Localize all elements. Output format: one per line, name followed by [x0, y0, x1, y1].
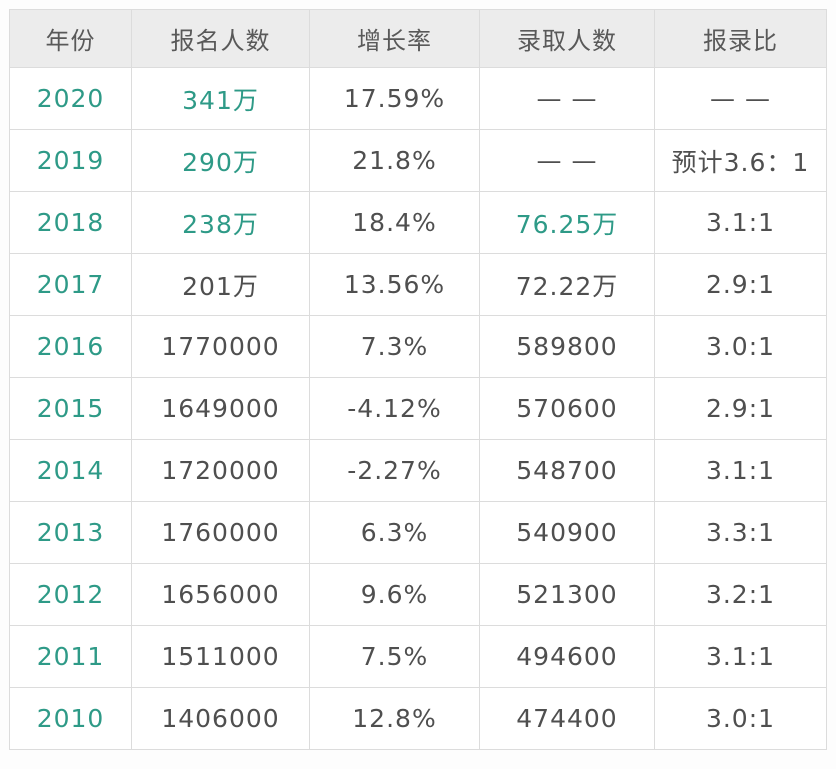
year-cell: 2016: [9, 315, 132, 378]
table-row-2018: 2018 238万 18.4% 76.25万 3.1:1: [9, 191, 827, 254]
table-cell: 2.9:1: [654, 377, 827, 440]
table-cell: 589800: [479, 315, 655, 378]
column-header-4: 报录比: [654, 9, 827, 68]
table-cell: 1720000: [131, 439, 310, 502]
table-cell: 1656000: [131, 563, 310, 626]
table-cell: 72.22万: [479, 253, 655, 316]
column-header-2: 增长率: [309, 9, 480, 68]
table-cell: 1511000: [131, 625, 310, 688]
year-cell: 2018: [9, 191, 132, 254]
table-row-2014: 2014 1720000 -2.27% 548700 3.1:1: [9, 439, 827, 502]
table-cell: 3.1:1: [654, 191, 827, 254]
table-row-2013: 2013 1760000 6.3% 540900 3.3:1: [9, 501, 827, 564]
table-cell: 7.3%: [309, 315, 480, 378]
table-row-2020: 2020 341万 17.59% — — — —: [9, 67, 827, 130]
table-cell: 1760000: [131, 501, 310, 564]
table-cell: 474400: [479, 687, 655, 750]
exam-statistics-table: 年份 报名人数 增长率 录取人数 报录比 2020 341万 17.59% — — — —201…: [9, 9, 827, 750]
table-cell: 3.1:1: [654, 625, 827, 688]
table-cell: 12.8%: [309, 687, 480, 750]
year-cell: 2011: [9, 625, 132, 688]
year-cell: 2015: [9, 377, 132, 440]
table-body: 2020 341万 17.59% — — — —2019 290万 21.8% — — 预计3.…: [9, 67, 827, 750]
table-header: 年份 报名人数 增长率 录取人数 报录比: [9, 9, 827, 68]
table-cell: 7.5%: [309, 625, 480, 688]
table-cell: 570600: [479, 377, 655, 440]
table-cell: 540900: [479, 501, 655, 564]
table-cell: 预计3.6：1: [654, 129, 827, 192]
table-cell: 6.3%: [309, 501, 480, 564]
table-cell: -2.27%: [309, 439, 480, 502]
table-cell: 9.6%: [309, 563, 480, 626]
table-cell: 21.8%: [309, 129, 480, 192]
table-row-2010: 2010 1406000 12.8% 474400 3.0:1: [9, 687, 827, 750]
table-row-2017: 2017 201万 13.56% 72.22万 2.9:1: [9, 253, 827, 316]
table-cell: 3.0:1: [654, 687, 827, 750]
table-cell: 13.56%: [309, 253, 480, 316]
table-row-2015: 2015 1649000 -4.12% 570600 2.9:1: [9, 377, 827, 440]
column-header-1: 报名人数: [131, 9, 310, 68]
table-cell: — —: [479, 129, 655, 192]
year-cell: 2012: [9, 563, 132, 626]
table-cell: 1406000: [131, 687, 310, 750]
column-header-3: 录取人数: [479, 9, 655, 68]
year-cell: 2019: [9, 129, 132, 192]
year-cell: 2013: [9, 501, 132, 564]
table-cell: 341万: [131, 67, 310, 130]
table-row-2012: 2012 1656000 9.6% 521300 3.2:1: [9, 563, 827, 626]
table-row-2019: 2019 290万 21.8% — — 预计3.6：1: [9, 129, 827, 192]
table-cell: 76.25万: [479, 191, 655, 254]
table-cell: 3.3:1: [654, 501, 827, 564]
table-cell: -4.12%: [309, 377, 480, 440]
table-row-2011: 2011 1511000 7.5% 494600 3.1:1: [9, 625, 827, 688]
table-cell: 1649000: [131, 377, 310, 440]
table-cell: 18.4%: [309, 191, 480, 254]
table-cell: 3.1:1: [654, 439, 827, 502]
table-row-2016: 2016 1770000 7.3% 589800 3.0:1: [9, 315, 827, 378]
table-cell: 290万: [131, 129, 310, 192]
table-cell: 548700: [479, 439, 655, 502]
table-cell: 2.9:1: [654, 253, 827, 316]
year-cell: 2017: [9, 253, 132, 316]
table-header-row: 年份 报名人数 增长率 录取人数 报录比: [9, 9, 827, 68]
table-cell: 494600: [479, 625, 655, 688]
table-cell: — —: [654, 67, 827, 130]
table-cell: 201万: [131, 253, 310, 316]
table-cell: 1770000: [131, 315, 310, 378]
table-cell: — —: [479, 67, 655, 130]
table-cell: 3.0:1: [654, 315, 827, 378]
table-cell: 17.59%: [309, 67, 480, 130]
column-header-0: 年份: [9, 9, 132, 68]
table-cell: 3.2:1: [654, 563, 827, 626]
year-cell: 2020: [9, 67, 132, 130]
year-cell: 2010: [9, 687, 132, 750]
year-cell: 2014: [9, 439, 132, 502]
table-cell: 238万: [131, 191, 310, 254]
table-cell: 521300: [479, 563, 655, 626]
